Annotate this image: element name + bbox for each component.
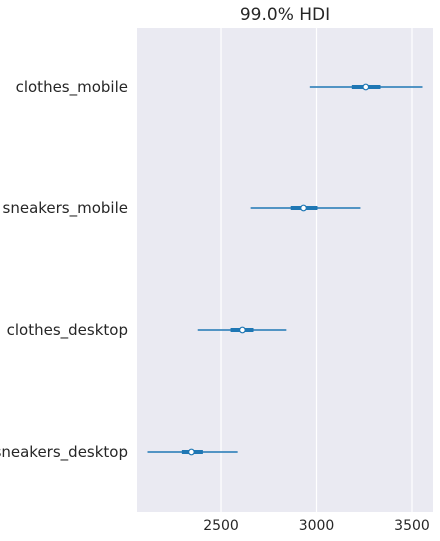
y-tick-label: clothes_desktop <box>7 321 128 340</box>
mean-point <box>239 326 246 334</box>
y-tick-labels: clothes_mobile sneakers_mobile clothes_des… <box>0 78 128 462</box>
y-tick-label: clothes_mobile <box>16 78 128 97</box>
grid-lines <box>220 28 413 512</box>
x-tick-labels: 2500 3000 3500 <box>203 518 430 534</box>
chart-title: 99.0% HDI <box>240 5 330 25</box>
x-tick-label: 3500 <box>394 518 430 534</box>
mean-point <box>300 204 307 212</box>
mean-point <box>188 448 195 456</box>
y-tick-label: sneakers_mobile <box>3 199 128 218</box>
hdi-marks <box>147 83 423 456</box>
y-tick-label: sneakers_desktop <box>0 443 128 462</box>
x-tick-label: 2500 <box>203 518 239 534</box>
mean-point <box>362 83 370 91</box>
plot-area <box>137 28 433 512</box>
x-tick-label: 3000 <box>299 518 335 534</box>
